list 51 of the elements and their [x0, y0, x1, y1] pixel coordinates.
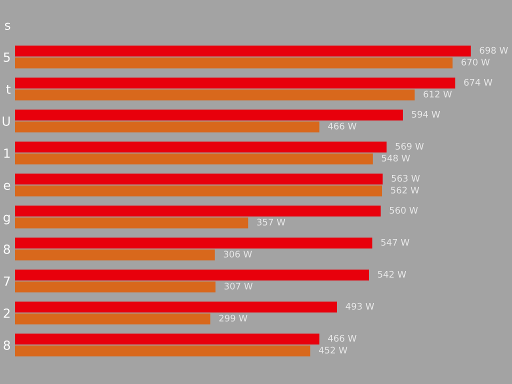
data-label: 452 W [318, 346, 348, 354]
data-label: 698 W [480, 46, 508, 54]
bar [15, 313, 210, 324]
bar [15, 281, 216, 292]
data-label: 569 W [396, 142, 424, 150]
data-label: 548 W [382, 154, 410, 162]
data-label: 299 W [219, 314, 248, 322]
bar [15, 345, 310, 356]
data-label: 466 W [328, 334, 356, 342]
data-label: 560 W [390, 206, 418, 214]
bar [15, 217, 248, 228]
data-label: 493 W [346, 302, 374, 310]
bar [15, 334, 320, 345]
y-tick-label: t [6, 84, 11, 94]
data-label: 670 W [462, 58, 490, 66]
bar [15, 78, 456, 89]
data-label: 563 W [392, 174, 420, 182]
bar [15, 185, 382, 196]
y-tick-label: 1 [4, 148, 10, 158]
bar [15, 57, 453, 68]
bar [15, 121, 320, 132]
bar [15, 142, 387, 153]
data-label: 357 W [257, 218, 286, 226]
y-tick-label: s [5, 22, 10, 30]
y-tick-label: 7 [4, 276, 10, 286]
bar [15, 270, 369, 281]
data-label: 306 W [224, 250, 252, 258]
data-label: 674 W [464, 78, 492, 86]
bar [15, 110, 403, 121]
bar [15, 249, 215, 260]
bar [15, 89, 415, 100]
y-tick-label: U [2, 116, 10, 126]
bar [15, 302, 337, 313]
y-tick-label: 8 [4, 244, 10, 254]
data-label: 307 W [224, 282, 253, 290]
data-label: 547 W [381, 238, 410, 246]
y-tick-label: g [4, 214, 10, 224]
y-tick-label: 5 [4, 52, 10, 62]
bar [15, 46, 471, 57]
bar [15, 174, 383, 185]
bar [15, 206, 381, 217]
data-label: 542 W [378, 270, 406, 278]
y-tick-label: e [4, 182, 10, 190]
data-label: 466 W [328, 122, 356, 130]
data-label: 612 W [424, 90, 452, 98]
bar [15, 238, 372, 249]
bar [15, 153, 373, 164]
y-tick-label: 8 [4, 340, 10, 350]
data-label: 594 W [412, 110, 440, 118]
data-label: 562 W [391, 186, 420, 194]
y-tick-label: 2 [4, 308, 10, 318]
